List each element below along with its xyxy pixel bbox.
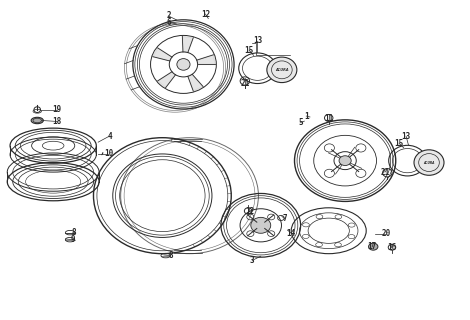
Text: 15: 15 (244, 45, 254, 55)
Text: 3: 3 (250, 256, 255, 265)
Text: 17: 17 (368, 242, 377, 251)
Text: 12: 12 (245, 207, 255, 216)
Text: 19: 19 (52, 105, 62, 114)
Polygon shape (182, 36, 193, 52)
Text: 11: 11 (324, 114, 333, 123)
Polygon shape (188, 74, 203, 91)
Ellipse shape (177, 59, 190, 70)
Text: 9: 9 (71, 235, 76, 244)
Text: ACURA: ACURA (423, 161, 435, 164)
Ellipse shape (267, 57, 297, 83)
Text: 8: 8 (71, 228, 76, 237)
Text: 16: 16 (387, 243, 396, 252)
Text: 14: 14 (287, 229, 296, 238)
Text: 13: 13 (253, 36, 262, 45)
Polygon shape (197, 55, 215, 64)
Text: 15: 15 (394, 139, 404, 148)
Polygon shape (157, 72, 175, 88)
Text: 20: 20 (381, 229, 391, 238)
Text: 1: 1 (304, 112, 308, 121)
Text: 8: 8 (168, 251, 172, 260)
Ellipse shape (31, 117, 43, 124)
Polygon shape (153, 48, 172, 61)
Text: 10: 10 (104, 149, 113, 158)
Text: 18: 18 (52, 117, 62, 126)
Text: 6: 6 (166, 18, 171, 27)
Ellipse shape (251, 217, 271, 233)
Ellipse shape (368, 243, 378, 250)
Text: 13: 13 (401, 132, 411, 140)
Ellipse shape (339, 156, 351, 165)
Text: 21: 21 (240, 79, 250, 88)
Text: 5: 5 (298, 118, 303, 127)
Text: 21: 21 (380, 168, 390, 177)
Text: 7: 7 (283, 214, 288, 223)
Ellipse shape (414, 150, 444, 175)
Text: 2: 2 (166, 12, 171, 20)
Text: 4: 4 (107, 132, 112, 140)
Text: ACURA: ACURA (275, 68, 289, 72)
Text: 12: 12 (201, 10, 210, 19)
